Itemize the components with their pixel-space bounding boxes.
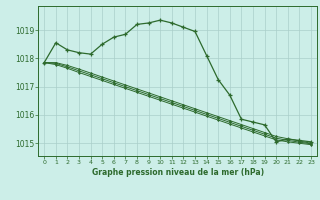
X-axis label: Graphe pression niveau de la mer (hPa): Graphe pression niveau de la mer (hPa) xyxy=(92,168,264,177)
